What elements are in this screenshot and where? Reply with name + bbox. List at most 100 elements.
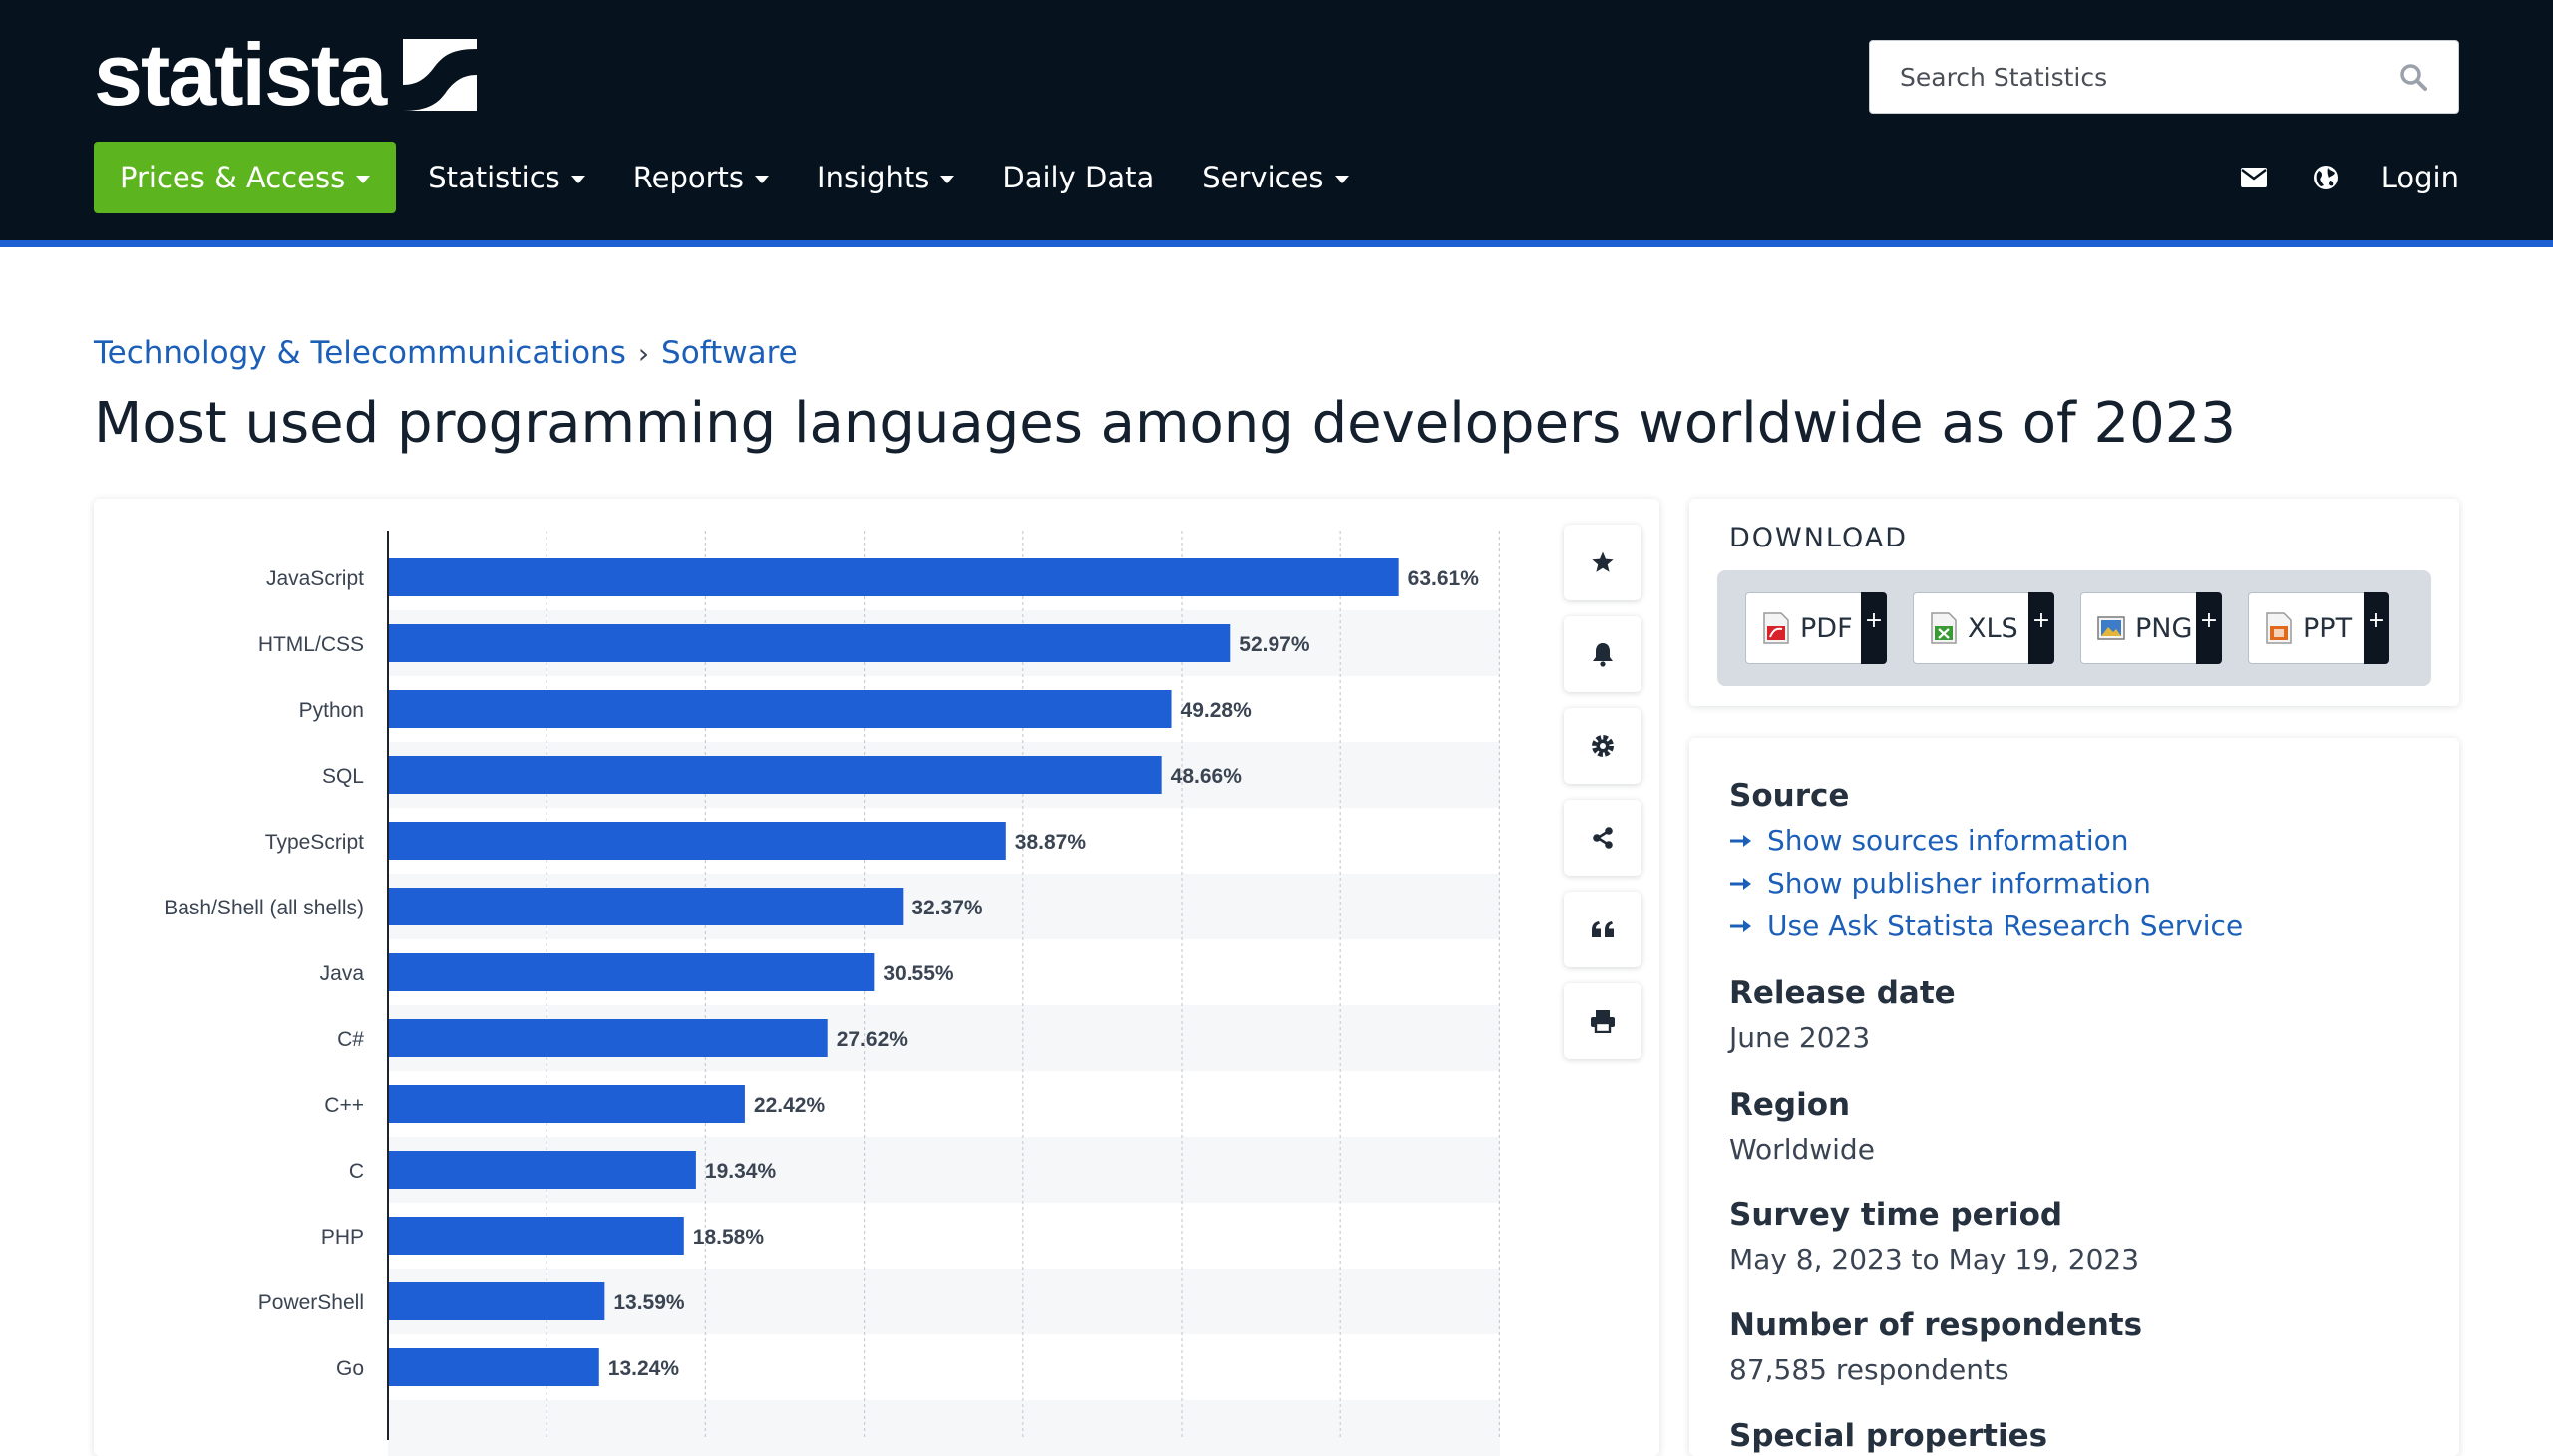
value-label: 49.28% <box>1181 699 1253 722</box>
show-publisher-link[interactable]: Show publisher information <box>1729 867 2151 900</box>
nav-insights[interactable]: Insights <box>793 142 978 213</box>
bell-icon <box>1593 643 1613 667</box>
nav-daily-data[interactable]: Daily Data <box>978 142 1178 213</box>
bar <box>389 624 1231 662</box>
download-ppt-button[interactable]: PPT + <box>2248 592 2389 664</box>
chevron-down-icon <box>356 176 371 183</box>
special-properties-heading: Special properties <box>1729 1418 2048 1454</box>
nav-statistics[interactable]: Statistics <box>404 142 609 213</box>
header-actions: Login <box>2218 142 2459 213</box>
site-header: statista Prices & Access Statistics Repo… <box>0 0 2553 247</box>
bar <box>389 558 1399 596</box>
nav-label: Insights <box>817 161 930 194</box>
download-pdf-label: PDF <box>1800 612 1853 644</box>
value-label: 13.59% <box>613 1291 685 1314</box>
search-input[interactable] <box>1900 62 2398 92</box>
category-label: Python <box>299 699 364 722</box>
search-icon[interactable] <box>2398 62 2428 92</box>
logo-mark-icon <box>403 39 478 111</box>
plus-icon[interactable]: + <box>1861 592 1887 664</box>
download-title: DOWNLOAD <box>1729 523 1909 553</box>
settings-button[interactable] <box>1564 708 1641 784</box>
share-icon <box>1593 827 1613 849</box>
login-link[interactable]: Login <box>2380 161 2459 194</box>
value-label: 30.55% <box>883 962 954 985</box>
value-label: 18.58% <box>693 1226 765 1249</box>
breadcrumb-separator: › <box>637 336 650 370</box>
bar <box>389 822 1006 860</box>
plus-icon[interactable]: + <box>2196 592 2222 664</box>
download-buttons: PDF + XLS + PNG + <box>1717 570 2431 686</box>
value-label: 38.87% <box>1015 831 1087 854</box>
plus-icon[interactable]: + <box>2364 592 2389 664</box>
plus-icon[interactable]: + <box>2028 592 2054 664</box>
value-label: 48.66% <box>1171 765 1243 788</box>
chevron-down-icon <box>1334 176 1349 183</box>
mail-icon[interactable] <box>2218 142 2290 213</box>
notification-button[interactable] <box>1564 616 1641 692</box>
globe-icon[interactable] <box>2290 142 2362 213</box>
value-label: 22.42% <box>754 1094 826 1117</box>
respondents-heading: Number of respondents <box>1729 1307 2143 1343</box>
chart-card: JavaScript 63.61% HTML/CSS 52.97% Python 49.2… <box>94 499 1659 1456</box>
statista-logo[interactable]: statista <box>94 30 478 120</box>
png-file-icon <box>2097 616 2125 640</box>
row-shade <box>388 1400 1500 1456</box>
nav-prices-access[interactable]: Prices & Access <box>94 142 397 213</box>
cite-button[interactable] <box>1564 892 1641 967</box>
print-icon <box>1591 1010 1615 1033</box>
category-label: C++ <box>324 1094 364 1117</box>
bar <box>389 1348 599 1386</box>
download-xls-label: XLS <box>1968 612 2018 644</box>
download-png-label: PNG <box>2135 612 2193 644</box>
print-button[interactable] <box>1564 983 1641 1059</box>
category-label: PHP <box>321 1226 364 1249</box>
category-label: HTML/CSS <box>258 633 364 656</box>
nav-label: Prices & Access <box>120 161 346 194</box>
region-value: Worldwide <box>1729 1133 1875 1166</box>
download-png-button[interactable]: PNG + <box>2080 592 2222 664</box>
value-label: 19.34% <box>705 1160 777 1183</box>
ask-statista-link[interactable]: Use Ask Statista Research Service <box>1729 910 2243 942</box>
show-sources-link[interactable]: Show sources information <box>1729 824 2129 857</box>
pdf-file-icon <box>1763 612 1789 644</box>
bar <box>389 888 904 925</box>
chevron-down-icon <box>755 176 770 183</box>
category-label: C <box>349 1160 364 1183</box>
value-label: 32.37% <box>912 897 983 919</box>
region-heading: Region <box>1729 1087 1851 1123</box>
value-label: 27.62% <box>837 1028 909 1051</box>
share-button[interactable] <box>1564 800 1641 876</box>
chart-toolbar <box>1564 525 1641 1075</box>
download-xls-button[interactable]: XLS + <box>1913 592 2054 664</box>
nav-reports[interactable]: Reports <box>609 142 793 213</box>
link-label: Show publisher information <box>1767 867 2151 900</box>
category-label: JavaScript <box>266 567 364 590</box>
download-pdf-button[interactable]: PDF + <box>1745 592 1887 664</box>
value-label: 52.97% <box>1239 633 1310 656</box>
breadcrumb-link-technology[interactable]: Technology & Telecommunications <box>94 335 626 371</box>
xls-file-icon <box>1931 612 1957 644</box>
download-card: DOWNLOAD PDF + XLS + <box>1689 499 2459 706</box>
arrow-right-icon <box>1730 919 1751 932</box>
header-accent-stripe <box>0 240 2553 247</box>
nav-label: Reports <box>632 161 745 194</box>
nav-services[interactable]: Services <box>1178 142 1372 213</box>
arrow-right-icon <box>1730 877 1751 890</box>
favorite-button[interactable] <box>1564 525 1641 600</box>
search-box <box>1869 40 2459 114</box>
ppt-file-icon <box>2266 612 2292 644</box>
chevron-down-icon <box>570 176 585 183</box>
bar <box>389 690 1172 728</box>
nav-label: Statistics <box>428 161 560 194</box>
category-label: C# <box>337 1028 364 1051</box>
survey-period-heading: Survey time period <box>1729 1197 2063 1233</box>
bar <box>389 1282 605 1320</box>
category-label: Bash/Shell (all shells) <box>164 897 364 919</box>
release-date-value: June 2023 <box>1729 1021 1871 1054</box>
release-date-heading: Release date <box>1729 975 1956 1011</box>
category-label: Java <box>320 962 365 985</box>
breadcrumb-link-software[interactable]: Software <box>661 335 798 371</box>
star-icon <box>1592 551 1614 572</box>
value-label: 13.24% <box>608 1357 680 1380</box>
